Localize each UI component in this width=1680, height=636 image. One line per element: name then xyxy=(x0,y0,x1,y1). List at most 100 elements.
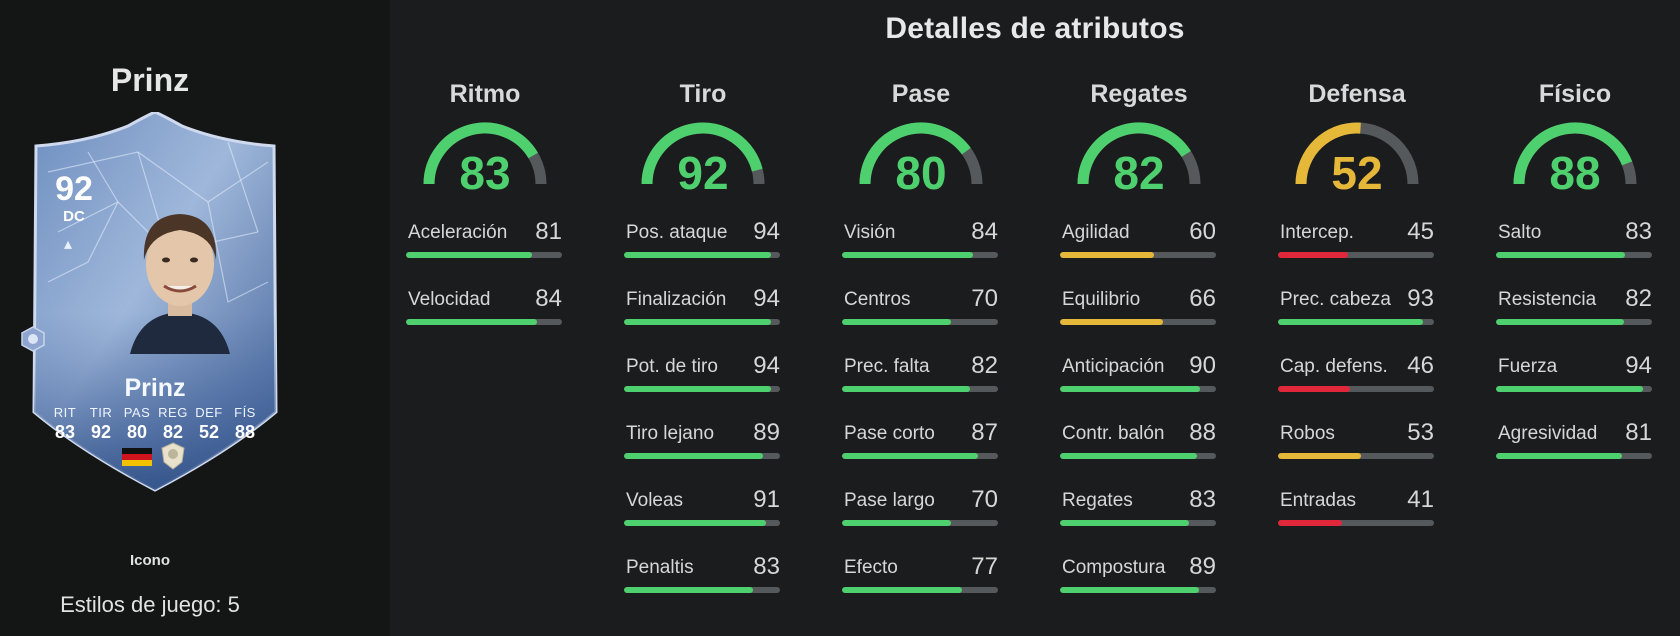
category-name: Defensa xyxy=(1308,80,1406,108)
attribute-label: Voleas xyxy=(626,490,684,511)
category-name: Ritmo xyxy=(449,80,521,108)
attribute-list: Agilidad 60 Equilibrio 66 Anticipación 90 Cont… xyxy=(1060,212,1218,614)
category-name: Físico xyxy=(1538,80,1612,108)
attribute-label: Pase corto xyxy=(844,423,935,444)
attribute-value: 90 xyxy=(1189,352,1216,379)
attribute-label: Velocidad xyxy=(408,289,491,310)
attribute-value: 91 xyxy=(753,486,780,513)
gauge-arc xyxy=(859,122,983,185)
attribute-bar xyxy=(1060,252,1216,258)
card-stat-fís: FÍS 88 xyxy=(230,405,260,443)
attribute-label: Anticipación xyxy=(1062,356,1165,377)
attribute-bar-fill xyxy=(1496,386,1643,392)
attribute-label: Fuerza xyxy=(1498,356,1558,377)
attribute-value: 83 xyxy=(1189,486,1216,513)
attribute-bar-fill xyxy=(1060,520,1190,526)
attribute-bar-fill xyxy=(1060,252,1154,258)
icon-badge-icon xyxy=(161,442,185,470)
player-card[interactable]: 92 DC ▴ Prinz RIT 83 TIR 92 PAS 80 REG 82 DEF 52 F… xyxy=(28,112,282,492)
attribute-bar xyxy=(1278,319,1434,325)
gauge-fill xyxy=(423,122,538,185)
attribute-value: 94 xyxy=(1625,352,1652,379)
card-rating: 92 xyxy=(55,170,93,208)
attribute-value: 82 xyxy=(1625,285,1652,312)
attribute-bar-fill xyxy=(1060,319,1163,325)
attribute-value: 83 xyxy=(1625,218,1652,245)
card-stat-value: 88 xyxy=(234,422,256,442)
player-portrait xyxy=(130,214,230,354)
card-stat-label: DEF xyxy=(195,405,223,420)
gauge-fill xyxy=(641,122,763,185)
attribute-label: Contr. balón xyxy=(1062,423,1165,444)
attribute-label: Pos. ataque xyxy=(626,222,728,243)
attribute-row: Intercep. 45 xyxy=(1278,212,1436,279)
attribute-bar xyxy=(406,252,562,258)
category-gauge: 83 xyxy=(406,120,564,200)
attribute-row: Agresividad 81 xyxy=(1496,413,1654,480)
attribute-row: Compostura 89 xyxy=(1060,547,1218,614)
attribute-bar-fill xyxy=(1060,453,1198,459)
attribute-row: Pase largo 70 xyxy=(842,480,1000,547)
attribute-row: Contr. balón 88 xyxy=(1060,413,1218,480)
attribute-value: 89 xyxy=(1189,553,1216,580)
attribute-value: 84 xyxy=(971,218,998,245)
attribute-bar xyxy=(1496,386,1652,392)
attribute-value: 81 xyxy=(535,218,562,245)
category-value: 83 xyxy=(459,147,511,199)
card-stat-value: 92 xyxy=(90,422,112,442)
attribute-value: 53 xyxy=(1407,419,1434,446)
attribute-row: Cap. defens. 46 xyxy=(1278,346,1436,413)
attribute-row: Pot. de tiro 94 xyxy=(624,346,782,413)
playstyles-count[interactable]: Estilos de juego: 5 xyxy=(60,592,240,617)
attribute-bar xyxy=(624,520,780,526)
attribute-row: Aceleración 81 xyxy=(406,212,564,279)
attribute-row: Robos 53 xyxy=(1278,413,1436,480)
attribute-label: Cap. defens. xyxy=(1280,356,1388,377)
category-value: 92 xyxy=(677,147,729,199)
attribute-row: Entradas 41 xyxy=(1278,480,1436,547)
card-stat-tir: TIR 92 xyxy=(86,405,116,443)
attribute-bar xyxy=(1060,319,1216,325)
attribute-label: Efecto xyxy=(844,557,898,578)
card-stat-label: RIT xyxy=(53,405,77,420)
attribute-bar xyxy=(1060,520,1216,526)
attribute-bar-fill xyxy=(842,520,952,526)
card-stat-value: 80 xyxy=(126,422,148,442)
attribute-bar xyxy=(624,252,780,258)
attribute-value: 46 xyxy=(1407,352,1434,379)
attribute-value: 81 xyxy=(1625,419,1652,446)
attribute-value: 66 xyxy=(1189,285,1216,312)
attribute-row: Prec. falta 82 xyxy=(842,346,1000,413)
attribute-row: Visión 84 xyxy=(842,212,1000,279)
category-name: Pase xyxy=(891,80,951,108)
category-gauge: 92 xyxy=(624,120,782,200)
attribute-value: 70 xyxy=(971,285,998,312)
attribute-label: Aceleración xyxy=(408,222,508,243)
germany-flag-icon xyxy=(122,448,152,466)
card-stat-rit: RIT 83 xyxy=(50,405,80,443)
attribute-row: Resistencia 82 xyxy=(1496,279,1654,346)
card-stat-label: TIR xyxy=(89,405,113,420)
attribute-bar xyxy=(842,319,998,325)
attribute-value: 41 xyxy=(1407,486,1434,513)
card-stat-value: 52 xyxy=(198,422,220,442)
attribute-row: Finalización 94 xyxy=(624,279,782,346)
attribute-bar-fill xyxy=(624,252,771,258)
attribute-bar xyxy=(1496,252,1652,258)
attribute-row: Fuerza 94 xyxy=(1496,346,1654,413)
attribute-list: Salto 83 Resistencia 82 Fuerza 94 Agresividad 8… xyxy=(1496,212,1654,480)
attribute-label: Pase largo xyxy=(844,490,935,511)
attribute-bar xyxy=(1496,453,1652,459)
attribute-row: Centros 70 xyxy=(842,279,1000,346)
attribute-list: Pos. ataque 94 Finalización 94 Pot. de tiro 9… xyxy=(624,212,782,614)
attribute-list: Intercep. 45 Prec. cabeza 93 Cap. defens. 46 R… xyxy=(1278,212,1436,547)
attribute-bar-fill xyxy=(1496,453,1623,459)
attribute-row: Equilibrio 66 xyxy=(1060,279,1218,346)
attribute-label: Tiro lejano xyxy=(626,423,715,444)
category-físico: Físico 88 Salto 83 Resistencia 82 Fuerza 94 Agre… xyxy=(1496,80,1654,480)
category-defensa: Defensa 52 Intercep. 45 Prec. cabeza 93 Cap. d… xyxy=(1278,80,1436,547)
attribute-row: Velocidad 84 xyxy=(406,279,564,346)
attribute-bar-fill xyxy=(842,252,974,258)
gauge-fill xyxy=(1295,122,1361,185)
attribute-value: 83 xyxy=(753,553,780,580)
